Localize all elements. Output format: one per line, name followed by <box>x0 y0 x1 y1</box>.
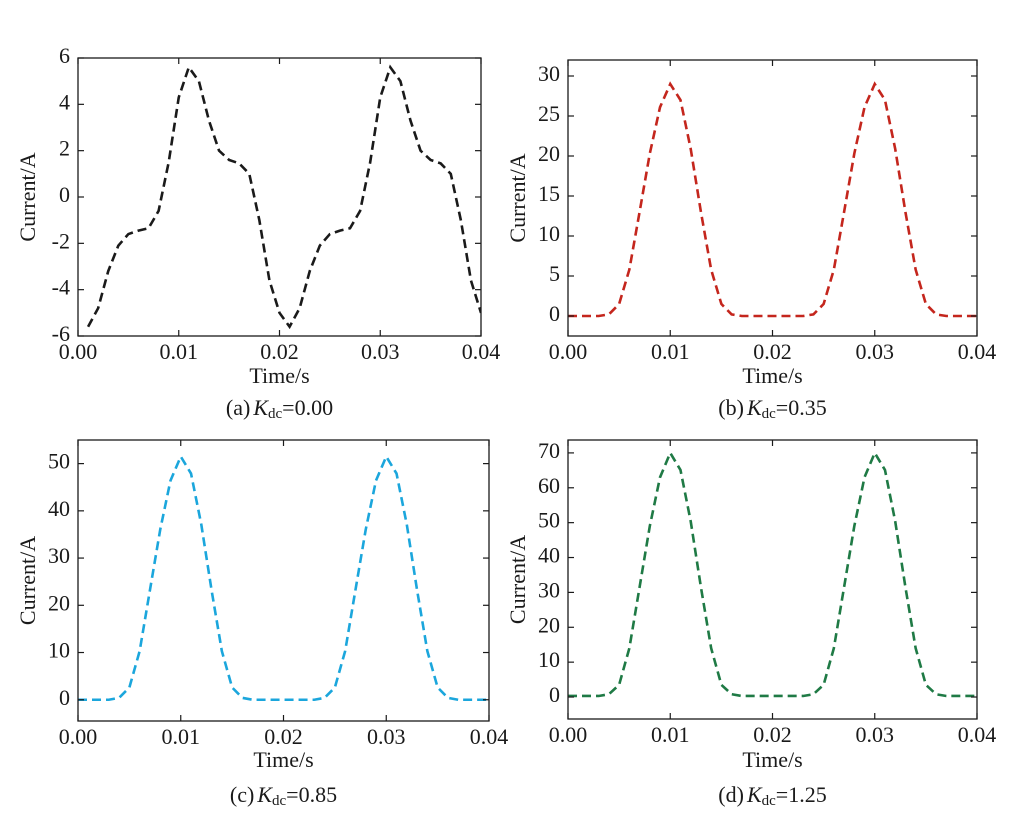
y-tick-label: -6 <box>52 321 70 346</box>
y-tick-label: 10 <box>538 221 560 246</box>
y-tick-label: 40 <box>48 496 70 521</box>
y-tick-label: 50 <box>538 508 560 533</box>
y-tick-label: 0 <box>59 182 70 207</box>
axes-frame <box>77 57 482 337</box>
x-tick-label: 0.01 <box>162 724 201 749</box>
y-tick-label: 20 <box>538 141 560 166</box>
y-tick-label: 4 <box>59 89 70 114</box>
y-tick-label: 25 <box>538 101 560 126</box>
caption-symbol: K <box>256 782 273 807</box>
y-tick-label: 60 <box>538 473 560 498</box>
x-tick-label: 0.00 <box>549 339 588 364</box>
y-tick-label: 30 <box>48 543 70 568</box>
plot-area <box>78 453 489 702</box>
caption-value: =0.35 <box>776 395 827 420</box>
y-axis-label: Current/A <box>505 535 530 624</box>
x-tick-label: 0.04 <box>462 339 501 364</box>
x-axis-label: Time/s <box>742 747 802 772</box>
x-tick-label: 0.04 <box>958 722 997 747</box>
x-tick-label: 0.00 <box>549 722 588 747</box>
y-tick-label: 30 <box>538 577 560 602</box>
caption: (d) Kdc=1.25 <box>718 782 826 809</box>
x-tick-label: 0.02 <box>260 339 299 364</box>
caption-value: =1.25 <box>776 782 827 807</box>
y-tick-label: 10 <box>538 647 560 672</box>
caption-subscript: dc <box>762 406 777 422</box>
subplot: 0.00 0.01 0.02 0.03 0.04 -6 -4 -2 0 2 4 6 Time/s Curr… <box>15 43 500 422</box>
caption-symbol: K <box>746 395 763 420</box>
current-curve <box>78 453 489 702</box>
y-tick-label: 70 <box>538 438 560 463</box>
plot-area <box>568 81 977 318</box>
x-tick-label: 0.00 <box>59 724 98 749</box>
caption-subscript: dc <box>268 406 283 422</box>
y-tick-label: 40 <box>538 543 560 568</box>
y-tick-label: 6 <box>59 43 70 68</box>
x-axis-label: Time/s <box>253 747 313 772</box>
caption-prefix: (d) <box>718 782 744 807</box>
caption-subscript: dc <box>762 793 777 809</box>
subplot: 0.00 0.01 0.02 0.03 0.04 0 10 20 30 40 50 Time/s Cur… <box>15 439 509 809</box>
y-tick-label: 30 <box>538 61 560 86</box>
current-curve <box>568 81 977 318</box>
y-tick-label: 2 <box>59 136 70 161</box>
axes-frame <box>77 439 490 722</box>
x-tick-label: 0.03 <box>856 339 895 364</box>
caption-value: =0.85 <box>286 782 337 807</box>
y-tick-label: 20 <box>48 590 70 615</box>
x-tick-label: 0.04 <box>958 339 997 364</box>
x-tick-label: 0.00 <box>59 339 98 364</box>
caption-prefix: (c) <box>230 782 254 807</box>
caption-subscript: dc <box>272 793 287 809</box>
y-axis-label: Current/A <box>505 153 530 242</box>
x-axis-label: Time/s <box>249 363 309 388</box>
current-curve <box>568 450 977 698</box>
current-curve <box>86 64 481 330</box>
x-tick-label: 0.01 <box>651 339 690 364</box>
y-tick-label: 20 <box>538 612 560 637</box>
y-tick-label: 0 <box>549 682 560 707</box>
subplot: 0.00 0.01 0.02 0.03 0.04 0 5 10 15 20 25 30 Time/s Cu… <box>505 59 997 422</box>
plot-area <box>86 64 481 330</box>
caption-value: =0.00 <box>282 395 333 420</box>
x-tick-label: 0.03 <box>361 339 400 364</box>
caption: (c) Kdc=0.85 <box>230 782 337 809</box>
caption-symbol: K <box>252 395 269 420</box>
x-tick-label: 0.02 <box>753 339 792 364</box>
caption-symbol: K <box>746 782 763 807</box>
y-tick-label: 10 <box>48 638 70 663</box>
x-tick-label: 0.04 <box>470 724 509 749</box>
plot-area <box>568 450 977 698</box>
caption: (b) Kdc=0.35 <box>718 395 826 422</box>
caption-prefix: (b) <box>718 395 744 420</box>
y-axis-label: Current/A <box>15 152 40 241</box>
y-axis-label: Current/A <box>15 536 40 625</box>
caption-prefix: (a) <box>226 395 250 420</box>
axes-frame <box>567 439 978 720</box>
y-tick-label: 5 <box>549 261 560 286</box>
x-axis-label: Time/s <box>742 363 802 388</box>
y-tick-label: 50 <box>48 449 70 474</box>
y-tick-label: 0 <box>549 301 560 326</box>
y-tick-label: -4 <box>52 275 70 300</box>
caption: (a) Kdc=0.00 <box>226 395 333 422</box>
y-tick-label: -2 <box>52 228 70 253</box>
y-tick-label: 0 <box>59 685 70 710</box>
x-tick-label: 0.01 <box>160 339 199 364</box>
x-tick-label: 0.02 <box>264 724 303 749</box>
axes-frame <box>567 59 978 337</box>
x-tick-label: 0.03 <box>367 724 406 749</box>
x-tick-label: 0.01 <box>651 722 690 747</box>
y-tick-label: 15 <box>538 181 560 206</box>
subplot: 0.00 0.01 0.02 0.03 0.04 0 10 20 30 40 50 60 70 Time/… <box>505 438 996 809</box>
x-tick-label: 0.03 <box>856 722 895 747</box>
x-tick-label: 0.02 <box>753 722 792 747</box>
